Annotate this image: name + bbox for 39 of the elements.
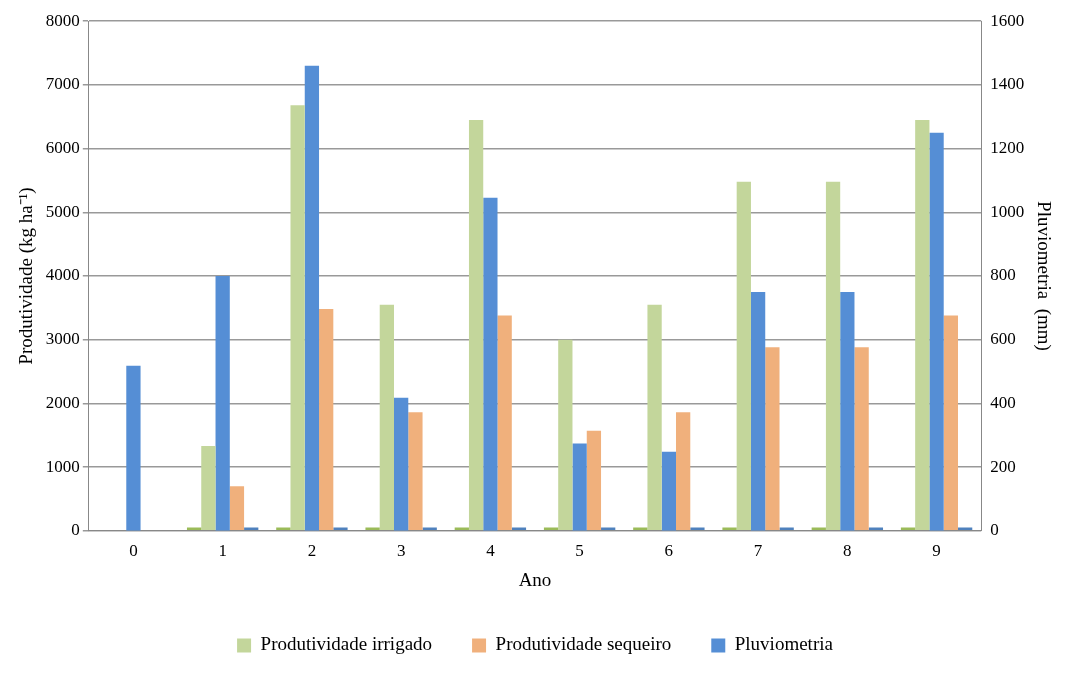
legend-label: Produtividade sequeiro bbox=[495, 633, 672, 655]
y-tick-label: 8000 bbox=[45, 10, 80, 30]
x-tick-label: 3 bbox=[396, 541, 406, 561]
legend-label: Pluviometria bbox=[734, 633, 834, 655]
x-tick-label: 1 bbox=[218, 541, 227, 561]
x-axis-title: Ano bbox=[518, 568, 552, 590]
y2-tick-label: 1200 bbox=[990, 138, 1025, 158]
x-tick-label: 7 bbox=[753, 541, 763, 561]
y2-axis-title: Pluviometria (mm) bbox=[1032, 201, 1055, 351]
y-tick-label: 7000 bbox=[45, 74, 80, 94]
bar bbox=[229, 486, 245, 531]
y-tick-label: 1000 bbox=[45, 456, 80, 476]
y-tick-label: 4000 bbox=[45, 265, 80, 285]
y-tick-label: 3000 bbox=[45, 329, 80, 349]
bar bbox=[647, 304, 662, 531]
x-tick-label: 6 bbox=[664, 541, 674, 561]
y2-tick-label: 1400 bbox=[990, 74, 1025, 94]
x-tick-label: 2 bbox=[307, 541, 317, 561]
bar bbox=[215, 276, 230, 531]
x-tick-label: 4 bbox=[486, 541, 496, 561]
x-tick-label: 9 bbox=[932, 541, 941, 561]
y2-tick-label: 1600 bbox=[990, 10, 1025, 30]
y2-tick-label: 1000 bbox=[990, 201, 1025, 221]
legend-label: Produtividade irrigado bbox=[260, 633, 433, 655]
y2-tick-label: 400 bbox=[990, 392, 1016, 412]
y2-tick-label: 0 bbox=[990, 520, 999, 540]
y2-tick-label: 200 bbox=[990, 456, 1016, 476]
y2-tick-label: 800 bbox=[990, 265, 1016, 285]
x-tick-label: 0 bbox=[129, 541, 138, 561]
x-tick-label: 5 bbox=[575, 541, 584, 561]
bar bbox=[558, 339, 573, 531]
y2-tick-label: 600 bbox=[990, 329, 1016, 349]
y-tick-label: 5000 bbox=[45, 201, 80, 221]
x-tick-label: 8 bbox=[843, 541, 852, 561]
bar bbox=[126, 365, 141, 531]
y-tick-label: 0 bbox=[71, 520, 80, 540]
y-tick-label: 6000 bbox=[45, 138, 80, 158]
y-axis-title: Produtividade (kg ha⁻¹) bbox=[15, 187, 38, 365]
y-tick-label: 2000 bbox=[45, 392, 80, 412]
